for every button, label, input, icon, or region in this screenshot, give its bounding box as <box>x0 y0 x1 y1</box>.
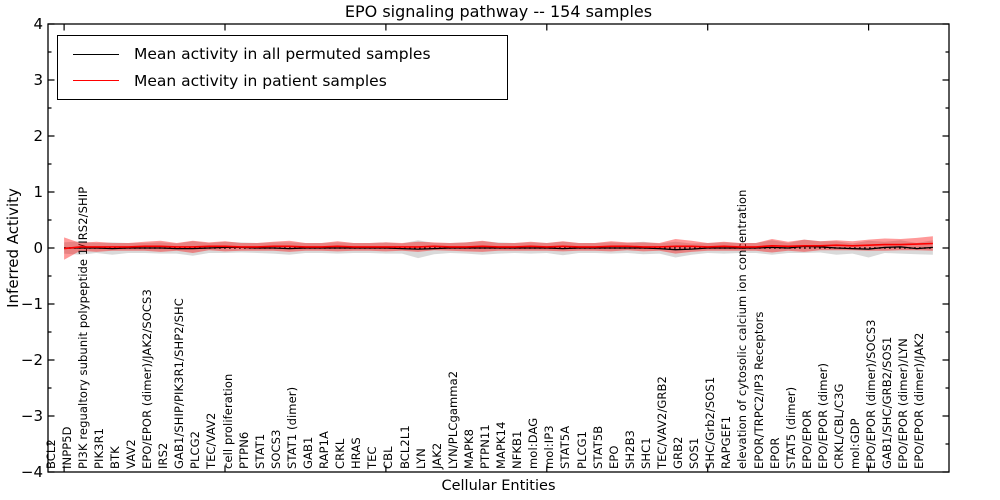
legend-label-permuted: Mean activity in all permuted samples <box>134 45 431 64</box>
y-tick-label: 1 <box>33 183 43 201</box>
chart-title: EPO signaling pathway -- 154 samples <box>344 2 653 21</box>
x-axis-label: Cellular Entities <box>441 478 556 494</box>
y-tick-label: −2 <box>20 351 43 369</box>
patient-line-swatch <box>73 80 119 82</box>
legend-item-patient: Mean activity in patient samples <box>58 72 507 90</box>
y-tick-label: −3 <box>20 407 43 425</box>
legend-item-permuted: Mean activity in all permuted samples <box>58 45 507 63</box>
y-tick-label: 4 <box>33 15 43 33</box>
y-tick-label: 2 <box>33 127 43 145</box>
legend: Mean activity in all permuted samples Me… <box>57 35 508 100</box>
y-tick-label: 0 <box>33 239 43 257</box>
axis-ticks <box>48 23 949 473</box>
legend-label-patient: Mean activity in patient samples <box>134 71 387 90</box>
y-tick-label: −1 <box>20 295 43 313</box>
y-tick-label: 3 <box>33 71 43 89</box>
y-tick-label: −4 <box>20 463 43 481</box>
permuted-line <box>64 245 933 251</box>
permuted-band <box>64 239 933 259</box>
patient-line <box>64 242 933 250</box>
permuted-line-swatch <box>73 53 119 55</box>
